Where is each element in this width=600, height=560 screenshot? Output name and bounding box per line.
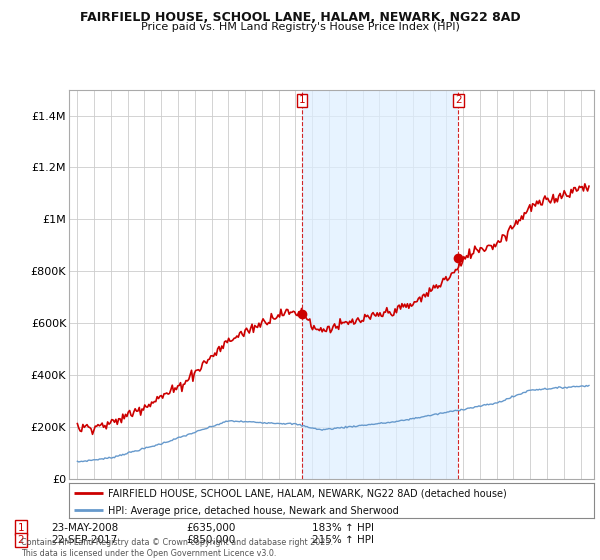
Bar [302,90,458,479]
Text: 2: 2 [17,535,25,545]
Text: 22-SEP-2017: 22-SEP-2017 [51,535,117,545]
Text: £850,000: £850,000 [186,535,235,545]
Text: FAIRFIELD HOUSE, SCHOOL LANE, HALAM, NEWARK, NG22 8AD: FAIRFIELD HOUSE, SCHOOL LANE, HALAM, NEW… [80,11,520,24]
Text: HPI: Average price, detached house, Newark and Sherwood: HPI: Average price, detached house, Newa… [109,506,399,516]
Text: 1: 1 [17,522,25,533]
Text: 183% ↑ HPI: 183% ↑ HPI [312,522,374,533]
Text: Contains HM Land Registry data © Crown copyright and database right 2025.
This d: Contains HM Land Registry data © Crown c… [21,538,333,558]
Text: FAIRFIELD HOUSE, SCHOOL LANE, HALAM, NEWARK, NG22 8AD (detached house): FAIRFIELD HOUSE, SCHOOL LANE, HALAM, NEW… [109,489,507,499]
Text: 23-MAY-2008: 23-MAY-2008 [51,522,118,533]
Text: £635,000: £635,000 [186,522,235,533]
Text: 2: 2 [455,95,462,105]
Text: 215% ↑ HPI: 215% ↑ HPI [312,535,374,545]
Text: Price paid vs. HM Land Registry's House Price Index (HPI): Price paid vs. HM Land Registry's House … [140,22,460,32]
Text: 1: 1 [298,95,305,105]
